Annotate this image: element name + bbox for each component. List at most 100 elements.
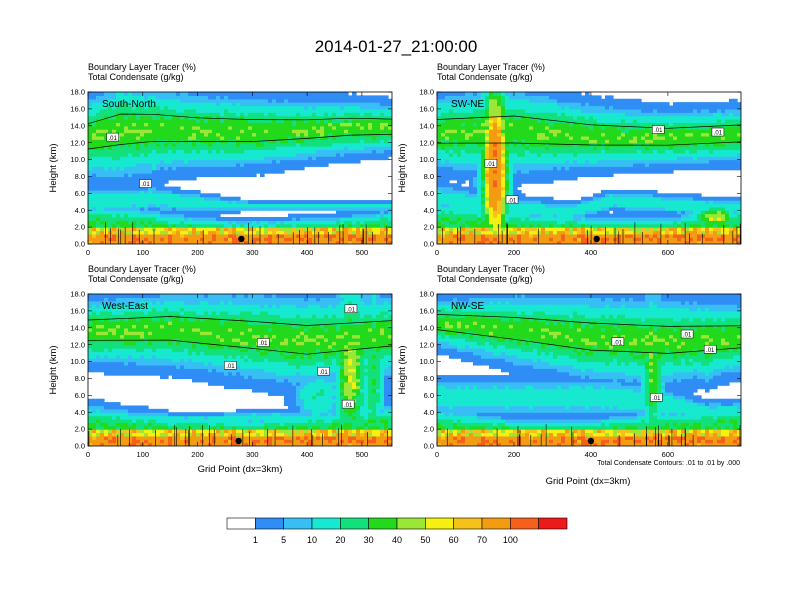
colorbar-label: 60 [449,535,459,545]
contour-label-text: .01 [652,396,661,402]
x-tick-label: 200 [191,450,204,459]
contour-label: .01 [317,366,330,376]
y-tick-label: 10.0 [70,155,85,164]
colorbar-label: 50 [420,535,430,545]
plot-frame [87,293,393,447]
tracer-field: .01 .01 .01 .01 .01 [88,294,392,446]
y-axis-label: Height (km) [48,345,59,394]
y-tick-label: 4.0 [75,408,85,417]
contour-label: .01 [650,393,663,402]
colorbar-swatch [340,517,369,530]
x-tick-label: 400 [301,450,314,459]
contour-label-text: .01 [654,128,663,134]
tracer-field: .01 .01 .01 .01 [437,92,741,244]
tracer-field: .01 .01 [88,92,392,244]
colorbar-label: 1 [253,535,258,545]
panel-south-north: .01 .01 Boundary Layer Tracer (%)Total Con… [48,62,393,257]
condensate-contour [88,113,392,125]
colorbar-swatch [226,517,256,530]
y-axis-label: Height (km) [48,143,59,192]
x-tick-label: 200 [508,450,521,459]
colorbar-swatch [283,517,313,530]
y-axis-label: Height (km) [397,143,408,192]
y-tick-label: 4.0 [424,408,434,417]
y-tick-label: 0.0 [75,442,85,451]
contour-label-text: .01 [226,364,235,370]
plot-frame [436,91,742,245]
contour-label: .01 [224,361,237,370]
contour-note: Total Condensate Contours: .01 to .01 by… [597,460,740,467]
panel-label: SW-NE [451,99,484,110]
contour-label-text: .01 [714,131,723,137]
contour-label-text: .01 [508,198,517,204]
y-axis-label: Height (km) [397,345,408,394]
condensate-contour [88,339,392,355]
contour-label-text: .01 [614,340,623,346]
contour-label-text: .01 [347,307,356,313]
y-tick-label: 14.0 [419,323,434,332]
panel-title-line1: Boundary Layer Tracer (%) [437,264,545,274]
y-tick-label: 10.0 [419,155,434,164]
x-tick-label: 0 [435,248,439,257]
y-tick-label: 12.0 [70,340,85,349]
panel-title-line2: Total Condensate (g/kg) [437,72,533,82]
contour-label: .01 [139,179,152,188]
colorbar-label: 30 [364,535,374,545]
figure-title: 2014-01-27_21:00:00 [315,37,478,56]
colorbar-swatch [453,517,483,530]
y-tick-label: 14.0 [70,121,85,130]
x-tick-label: 200 [191,248,204,257]
y-tick-label: 14.0 [70,323,85,332]
panel-title-line1: Boundary Layer Tracer (%) [88,62,196,72]
location-marker [235,437,242,445]
condensate-contour [437,141,741,146]
y-tick-label: 16.0 [419,306,434,315]
panel-title-line2: Total Condensate (g/kg) [437,274,533,284]
x-tick-label: 600 [662,450,675,459]
y-tick-label: 6.0 [75,189,85,198]
colorbar-swatch [311,517,341,530]
panel-west-east: .01 .01 .01 .01 .01 Boundary Layer Tracer (%)… [48,264,393,459]
contour-label: .01 [652,125,665,134]
y-tick-label: 10.0 [419,357,434,366]
y-tick-label: 18.0 [419,290,434,299]
y-tick-label: 18.0 [419,88,434,97]
contour-label: .01 [611,337,625,346]
colorbar-label: 70 [477,535,487,545]
y-tick-label: 6.0 [75,391,85,400]
y-tick-label: 12.0 [70,138,85,147]
x-axis-label: Grid Point (dx=3km) [546,476,631,487]
contour-label: .01 [257,338,270,347]
location-marker [238,235,245,243]
contour-label-text: .01 [344,403,353,409]
contour-label-text: .01 [487,162,496,168]
y-tick-label: 0.0 [424,442,434,451]
condensate-contour [437,314,741,327]
colorbar-label: 20 [335,535,345,545]
location-marker [587,437,595,445]
panel-title-line2: Total Condensate (g/kg) [88,274,184,284]
contour-label-text: .01 [706,348,715,354]
y-tick-label: 0.0 [424,240,434,249]
colorbar-swatch [368,517,398,530]
colorbar-swatch [510,517,539,530]
condensate-contour [88,316,392,326]
condensate-contour [88,133,392,150]
y-tick-label: 6.0 [424,189,434,198]
colorbar-swatch [396,517,426,530]
x-tick-label: 600 [662,248,675,257]
colorbar-label: 40 [392,535,402,545]
condensate-contour [437,329,741,354]
colorbar-swatch [481,517,511,530]
tracer-field: .01 .01 .01 .01 [437,294,741,446]
y-tick-label: 8.0 [424,172,434,181]
x-tick-label: 400 [301,248,314,257]
y-tick-label: 16.0 [70,306,85,315]
contour-label: .01 [711,127,725,137]
y-tick-label: 0.0 [75,240,85,249]
contour-label: .01 [484,159,498,168]
x-tick-label: 200 [508,248,521,257]
y-tick-label: 18.0 [70,290,85,299]
contour-label: .01 [344,304,358,313]
